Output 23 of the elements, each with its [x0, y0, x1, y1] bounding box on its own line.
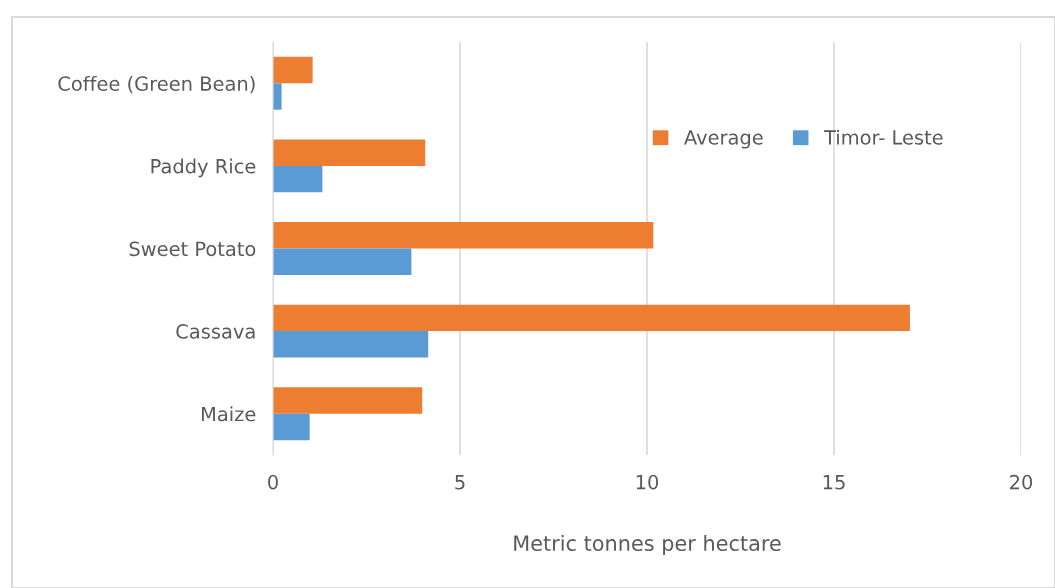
x-tick-label: 10	[636, 474, 659, 490]
x-axis-title: Metric tonnes per hectare	[514, 534, 781, 556]
y-tick-label: Maize	[201, 406, 256, 422]
bar	[273, 83, 282, 110]
bar	[273, 222, 654, 249]
y-tick-label: Paddy Rice	[151, 158, 256, 178]
x-tick-label: 20	[1010, 474, 1033, 490]
legend-label: Timor- Leste	[823, 129, 943, 145]
bar	[273, 165, 323, 193]
bar	[273, 139, 426, 166]
y-tick-label: Sweet Potato	[129, 241, 256, 257]
x-tick-label: 0	[268, 474, 278, 490]
y-tick-label: Cassava	[176, 324, 255, 339]
bar	[273, 304, 910, 332]
bar	[273, 331, 429, 358]
y-tick-label: Coffee (Green Bean)	[58, 75, 255, 94]
bar	[273, 56, 313, 84]
bar	[273, 387, 423, 414]
x-tick-label: 5	[455, 475, 465, 490]
x-tick-label: 15	[823, 475, 845, 490]
bar	[273, 413, 310, 441]
bar	[273, 248, 412, 275]
legend-label: Average	[684, 130, 763, 149]
